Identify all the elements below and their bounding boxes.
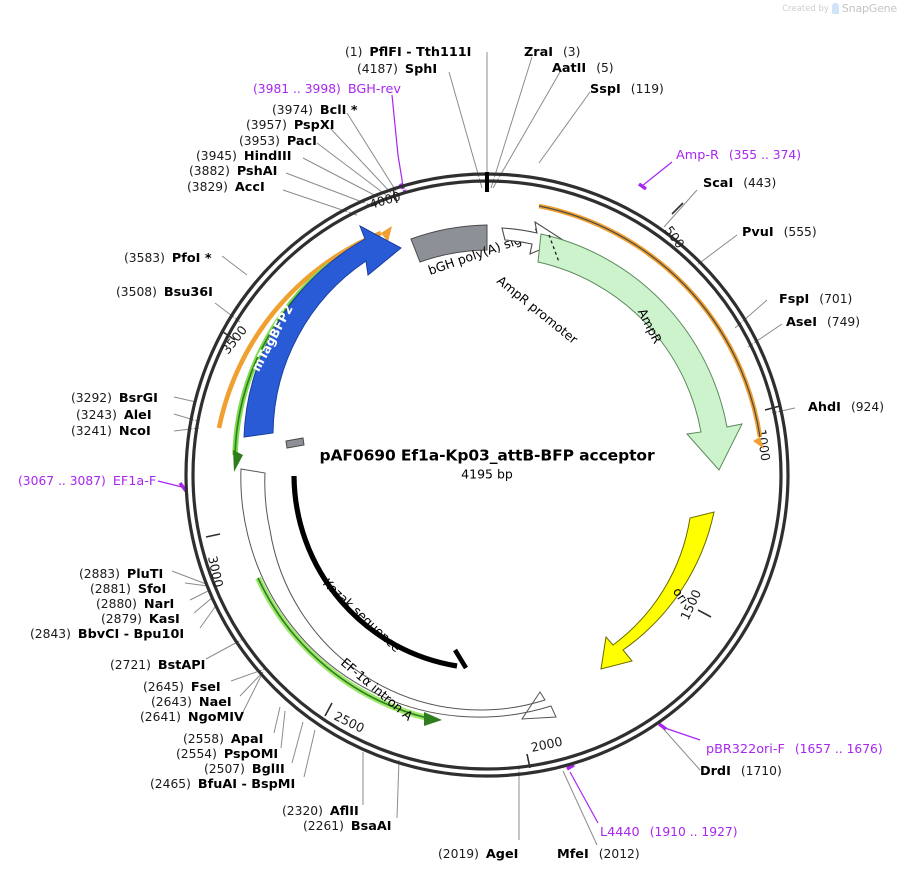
feature-label-ef1a-intron-a: Kozak sequence (320, 575, 404, 655)
plasmid-name: pAF0690 Ef1a-Kp03_attB-BFP acceptor (319, 446, 655, 465)
watermark-brand-label: SnapGene (841, 2, 897, 15)
enzyme-label-mfei[interactable]: MfeI (2012) (557, 847, 640, 862)
enzyme-label-pspomi[interactable]: (2554) PspOMI (176, 747, 279, 762)
snapgene-watermark: Created by SnapGene (782, 2, 897, 15)
enzyme-label-pspxi[interactable]: (3957) PspXI (246, 118, 335, 133)
enzyme-label-paci[interactable]: (3953) PacI (239, 134, 317, 149)
primer-label-l4440[interactable]: L4440 (1910 .. 1927) (600, 825, 738, 840)
enzyme-label-kasi[interactable]: (2879) KasI (101, 612, 180, 627)
enzyme-label-ncoi[interactable]: (3241) NcoI (71, 424, 151, 439)
enzyme-label-bglii[interactable]: (2507) BglII (204, 762, 285, 777)
enzyme-label-pluti[interactable]: (2883) PluTI (79, 567, 164, 582)
enzyme-label-sphi[interactable]: (4187) SphI (357, 62, 438, 77)
plasmid-title-block: pAF0690 Ef1a-Kp03_attB-BFP acceptor 4195… (320, 447, 655, 482)
snapgene-logo-icon (831, 3, 839, 14)
enzyme-label-bbvci-bpu10i[interactable]: (2843) BbvCI - Bpu10I (30, 627, 185, 642)
feature-ampr[interactable]: AmpR (537, 233, 743, 471)
enzyme-label-sfoi[interactable]: (2881) SfoI (90, 582, 167, 597)
enzyme-label-agei[interactable]: (2019) AgeI (438, 847, 519, 862)
enzyme-label-ngomiv[interactable]: (2641) NgoMIV (140, 710, 244, 725)
enzyme-label-pvui[interactable]: PvuI (555) (742, 225, 817, 240)
enzyme-label-fsei[interactable]: (2645) FseI (143, 680, 221, 695)
enzyme-label-sspi[interactable]: SspI (119) (590, 82, 664, 97)
enzyme-label-bsrgi[interactable]: (3292) BsrGI (71, 391, 158, 406)
primer-label-ef1a-f[interactable]: (3067 .. 3087) EF1a-F (18, 474, 157, 489)
primer-label-pbr322ori-f[interactable]: pBR322ori-F (1657 .. 1676) (706, 742, 883, 757)
enzyme-label-aflii[interactable]: (2320) AflII (282, 804, 359, 819)
primer-label-bgh-rev[interactable]: (3981 .. 3998) BGH-rev (253, 82, 401, 97)
enzyme-label-naei[interactable]: (2643) NaeI (151, 695, 232, 710)
ruler-label-2000: 2000 (530, 734, 564, 755)
ruler-label-3000: 3000 (205, 555, 226, 589)
enzyme-label-acci[interactable]: (3829) AccI (187, 180, 265, 195)
enzyme-label-nari[interactable]: (2880) NarI (96, 597, 175, 612)
enzyme-label-ahdi[interactable]: AhdI (924) (808, 400, 885, 415)
ruler-label-1000: 1000 (754, 428, 773, 462)
primer-label-amp-r[interactable]: Amp-R (355 .. 374) (676, 148, 802, 163)
enzyme-label-pshai[interactable]: (3882) PshAI (189, 164, 278, 179)
enzyme-label-pfoi[interactable]: (3583) PfoI * (124, 251, 212, 266)
primer-leader-lines (157, 94, 701, 824)
feature-mtagbfp2[interactable]: mTagBFP2 (243, 224, 402, 438)
ampr-signal-peptide-divider (548, 234, 560, 263)
ruler-label-4000: 4000 (367, 188, 402, 212)
enzyme-label-drdi[interactable]: DrdI (1710) (700, 764, 782, 779)
enzyme-label-aatii[interactable]: AatII (5) (552, 61, 614, 76)
enzyme-label-bsaai[interactable]: (2261) BsaAI (303, 819, 392, 834)
feature-label-ampr-promoter: AmpR promoter (494, 273, 581, 348)
enzyme-label-bstapi[interactable]: (2721) BstAPI (110, 658, 206, 673)
watermark-created-label: Created by (782, 3, 829, 14)
enzyme-label-fspi[interactable]: FspI (701) (779, 292, 853, 307)
enzyme-label-hindiii[interactable]: (3945) HindIII (196, 149, 292, 164)
enzyme-label-zrai[interactable]: ZraI (3) (524, 45, 581, 60)
plasmid-size: 4195 bp (461, 466, 513, 482)
enzyme-label-asei[interactable]: AseI (749) (786, 315, 861, 330)
enzyme-label-scai[interactable]: ScaI (443) (703, 176, 777, 191)
enzyme-label-bfuai-bspmi[interactable]: (2465) BfuAI - BspMI (150, 777, 296, 792)
ruler-ticks (205, 188, 781, 769)
enzyme-label-bcli[interactable]: (3974) BclI * (272, 103, 358, 118)
feature-kozak-sequence[interactable] (285, 437, 305, 449)
enzyme-label-alei[interactable]: (3243) AleI (76, 408, 152, 423)
feature-ef1a-promoter[interactable]: EF-1α intron A (240, 468, 557, 724)
enzyme-label-pflfi-tth111i[interactable]: (1) PflFI - Tth111I (345, 45, 472, 60)
enzyme-label-bsu36i[interactable]: (3508) Bsu36I (116, 285, 213, 300)
enzyme-label-apai[interactable]: (2558) ApaI (183, 732, 264, 747)
